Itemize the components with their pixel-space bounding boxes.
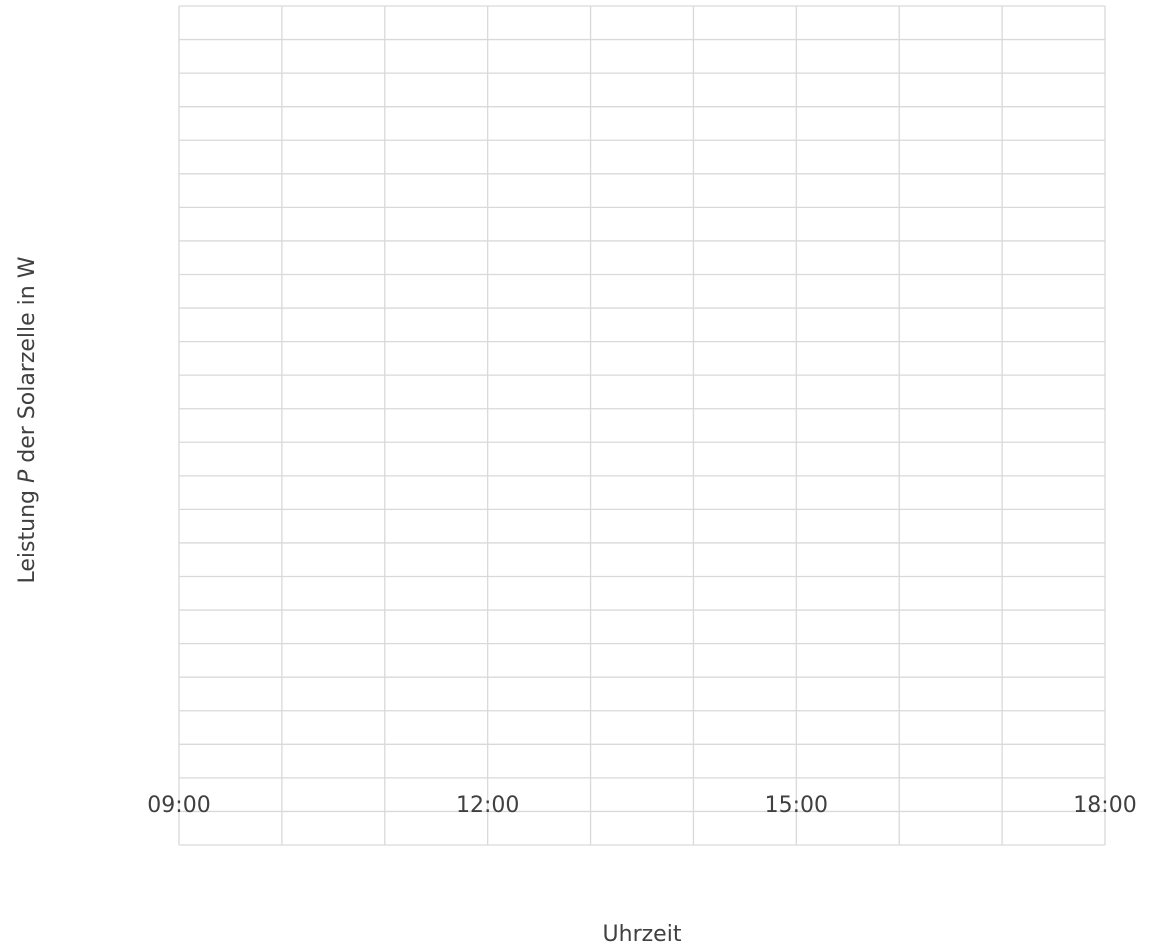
y-axis-label: Leistung P der Solarzelle in W [15,256,40,583]
x-tick-label: 15:00 [765,793,828,818]
x-tick-label: 12:00 [456,793,519,818]
x-tick-label: 18:00 [1073,793,1136,818]
y-label-part: der Solarzelle in W [15,256,40,469]
y-label-part: P [15,469,40,483]
y-label-part: Leistung [15,483,40,583]
x-axis-label: Uhrzeit [603,922,682,947]
x-tick-label: 09:00 [147,793,210,818]
